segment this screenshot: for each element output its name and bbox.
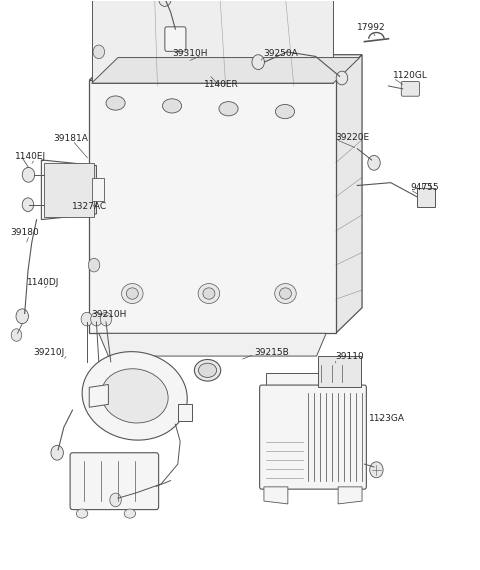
FancyBboxPatch shape [318, 356, 361, 388]
Polygon shape [338, 487, 362, 504]
Polygon shape [336, 55, 362, 333]
Ellipse shape [279, 288, 291, 299]
Polygon shape [92, 0, 333, 83]
Ellipse shape [126, 288, 138, 299]
FancyBboxPatch shape [417, 188, 435, 207]
Circle shape [88, 184, 100, 198]
Text: 39180: 39180 [10, 228, 39, 237]
Ellipse shape [121, 284, 143, 303]
FancyBboxPatch shape [44, 163, 94, 217]
Text: 39220E: 39220E [336, 133, 370, 142]
Text: 1327AC: 1327AC [72, 202, 107, 211]
Text: 39310H: 39310H [172, 48, 207, 58]
Text: 39181A: 39181A [53, 134, 88, 143]
Polygon shape [264, 487, 288, 504]
Text: 39210J: 39210J [33, 348, 64, 357]
Ellipse shape [124, 509, 136, 518]
Ellipse shape [219, 101, 238, 116]
FancyBboxPatch shape [266, 373, 360, 396]
Text: 39210H: 39210H [92, 310, 127, 319]
Ellipse shape [106, 96, 125, 110]
Circle shape [22, 168, 35, 182]
Text: 1140ER: 1140ER [204, 80, 238, 89]
Circle shape [370, 462, 383, 478]
Circle shape [252, 55, 264, 70]
Circle shape [22, 198, 34, 211]
Polygon shape [89, 55, 362, 80]
Circle shape [100, 312, 112, 326]
Text: 17992: 17992 [357, 23, 386, 32]
Ellipse shape [101, 369, 168, 423]
Ellipse shape [76, 509, 88, 518]
Ellipse shape [275, 284, 296, 303]
Text: 39215B: 39215B [254, 348, 289, 357]
Circle shape [88, 258, 100, 272]
Text: 1123GA: 1123GA [369, 414, 405, 423]
Polygon shape [89, 385, 108, 407]
Text: 39110: 39110 [336, 352, 364, 361]
FancyBboxPatch shape [401, 82, 420, 96]
Circle shape [51, 445, 63, 460]
Polygon shape [92, 58, 360, 83]
Polygon shape [89, 80, 336, 333]
Polygon shape [99, 333, 326, 356]
FancyBboxPatch shape [260, 385, 366, 489]
Text: 1120GL: 1120GL [393, 71, 428, 80]
Text: 94755: 94755 [410, 183, 439, 192]
Circle shape [110, 493, 121, 507]
Circle shape [93, 45, 105, 59]
Polygon shape [178, 404, 192, 421]
Polygon shape [41, 160, 96, 219]
Text: 1140EJ: 1140EJ [15, 152, 46, 161]
Circle shape [158, 0, 171, 6]
Ellipse shape [276, 104, 295, 119]
FancyBboxPatch shape [422, 183, 431, 188]
Text: 1140DJ: 1140DJ [27, 278, 60, 287]
Circle shape [91, 312, 102, 326]
Text: 39250A: 39250A [263, 48, 298, 58]
Ellipse shape [82, 352, 187, 440]
Circle shape [11, 329, 22, 341]
Circle shape [336, 71, 348, 85]
Circle shape [368, 156, 380, 170]
Ellipse shape [198, 284, 220, 303]
FancyBboxPatch shape [165, 27, 186, 51]
Ellipse shape [198, 363, 216, 377]
FancyBboxPatch shape [92, 178, 104, 201]
Circle shape [16, 309, 28, 324]
Ellipse shape [203, 288, 215, 299]
Circle shape [81, 312, 93, 326]
Ellipse shape [162, 99, 181, 113]
Ellipse shape [194, 360, 221, 381]
FancyBboxPatch shape [70, 453, 158, 510]
